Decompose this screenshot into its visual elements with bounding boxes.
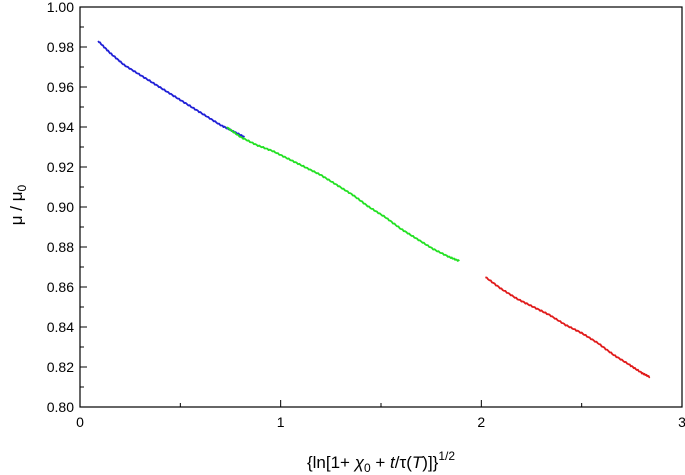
y-tick-label: 0.98 <box>47 39 74 55</box>
series-line-2 <box>226 126 460 262</box>
y-tick-label: 0.80 <box>47 399 74 415</box>
y-tick-label: 0.94 <box>47 119 74 135</box>
x-tick-label: 0 <box>76 414 84 430</box>
series-line-1 <box>97 40 246 138</box>
y-tick-label: 0.96 <box>47 79 74 95</box>
y-axis-title: μ / μ0 <box>7 184 29 225</box>
x-axis-title: {ln[1+ χ0 + t/τ(T)]}1/2 <box>307 449 455 475</box>
series-line-3 <box>485 276 651 379</box>
y-tick-label: 0.86 <box>47 279 74 295</box>
x-tick-label: 3 <box>678 414 685 430</box>
y-tick-label: 1.00 <box>47 0 74 15</box>
y-tick-label: 0.82 <box>47 359 74 375</box>
y-tick-label: 0.92 <box>47 159 74 175</box>
x-tick-label: 1 <box>277 414 285 430</box>
plot-frame <box>79 6 683 408</box>
x-tick-label: 2 <box>477 414 485 430</box>
y-tick-label: 0.84 <box>47 319 74 335</box>
y-tick-label: 0.90 <box>47 199 74 215</box>
series-layer <box>97 40 651 379</box>
y-tick-label: 0.88 <box>47 239 74 255</box>
axis-ticks: 0 1 2 3 0.80 0.82 0.84 0.86 0.88 0.90 0.92 0.94 0.96… <box>47 0 685 430</box>
